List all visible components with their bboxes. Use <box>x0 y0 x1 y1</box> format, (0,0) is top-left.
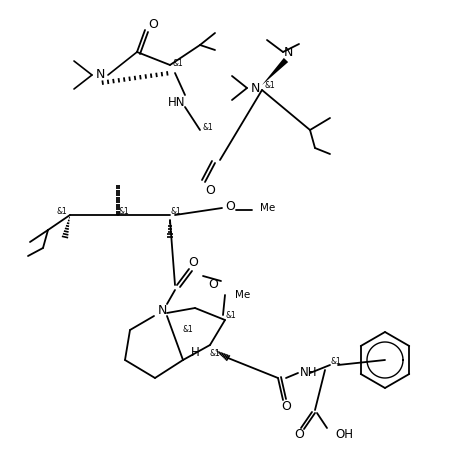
Text: &1: &1 <box>210 348 220 357</box>
Text: &1: &1 <box>265 81 276 90</box>
Text: Me: Me <box>260 203 275 213</box>
Text: O: O <box>208 278 218 292</box>
Text: OH: OH <box>335 429 353 441</box>
Text: O: O <box>188 256 198 270</box>
Text: &1: &1 <box>226 312 236 320</box>
Text: N: N <box>284 45 292 59</box>
Text: O: O <box>294 429 304 441</box>
Text: NH: NH <box>300 366 317 379</box>
Text: N: N <box>157 303 167 317</box>
Text: H: H <box>191 346 199 360</box>
Text: &1: &1 <box>173 59 183 67</box>
Text: O: O <box>148 18 158 32</box>
Text: O: O <box>281 399 291 413</box>
Text: &1: &1 <box>119 207 130 216</box>
Text: &1: &1 <box>57 207 67 216</box>
Polygon shape <box>262 58 288 85</box>
Text: &1: &1 <box>171 207 181 216</box>
Text: HN: HN <box>168 96 186 110</box>
Text: N: N <box>95 68 105 82</box>
Text: O: O <box>205 184 215 196</box>
Text: &1: &1 <box>203 124 213 133</box>
Text: N: N <box>250 82 260 94</box>
Text: &1: &1 <box>331 356 341 365</box>
Text: O: O <box>225 200 235 212</box>
Text: Me: Me <box>235 290 250 300</box>
Text: &1: &1 <box>183 325 194 334</box>
